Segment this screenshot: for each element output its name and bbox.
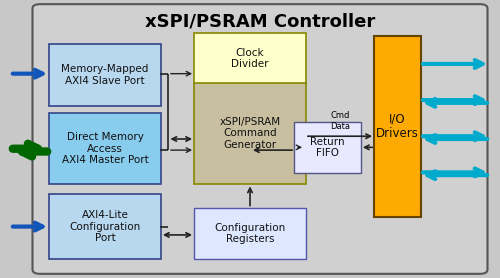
FancyBboxPatch shape	[194, 33, 306, 84]
Text: AXI4-Lite
Configuration
Port: AXI4-Lite Configuration Port	[70, 210, 140, 243]
Text: Memory-Mapped
AXI4 Slave Port: Memory-Mapped AXI4 Slave Port	[62, 64, 148, 86]
FancyBboxPatch shape	[294, 122, 361, 173]
Text: Return
FIFO: Return FIFO	[310, 136, 345, 158]
Text: Configuration
Registers: Configuration Registers	[214, 223, 286, 244]
Text: Cmd
Data: Cmd Data	[330, 111, 350, 131]
Text: Direct Memory
Access
AXI4 Master Port: Direct Memory Access AXI4 Master Port	[62, 132, 148, 165]
Text: I/O
Drivers: I/O Drivers	[376, 113, 419, 140]
FancyBboxPatch shape	[49, 113, 161, 184]
Text: xSPI/PSRAM Controller: xSPI/PSRAM Controller	[145, 13, 375, 31]
FancyBboxPatch shape	[374, 36, 421, 217]
FancyBboxPatch shape	[194, 83, 306, 184]
FancyBboxPatch shape	[49, 44, 161, 106]
FancyBboxPatch shape	[194, 208, 306, 259]
Text: xSPI/PSRAM
Command
Generator: xSPI/PSRAM Command Generator	[220, 117, 280, 150]
FancyBboxPatch shape	[49, 194, 161, 259]
Text: Clock
Divider: Clock Divider	[231, 48, 269, 69]
FancyBboxPatch shape	[32, 4, 487, 274]
